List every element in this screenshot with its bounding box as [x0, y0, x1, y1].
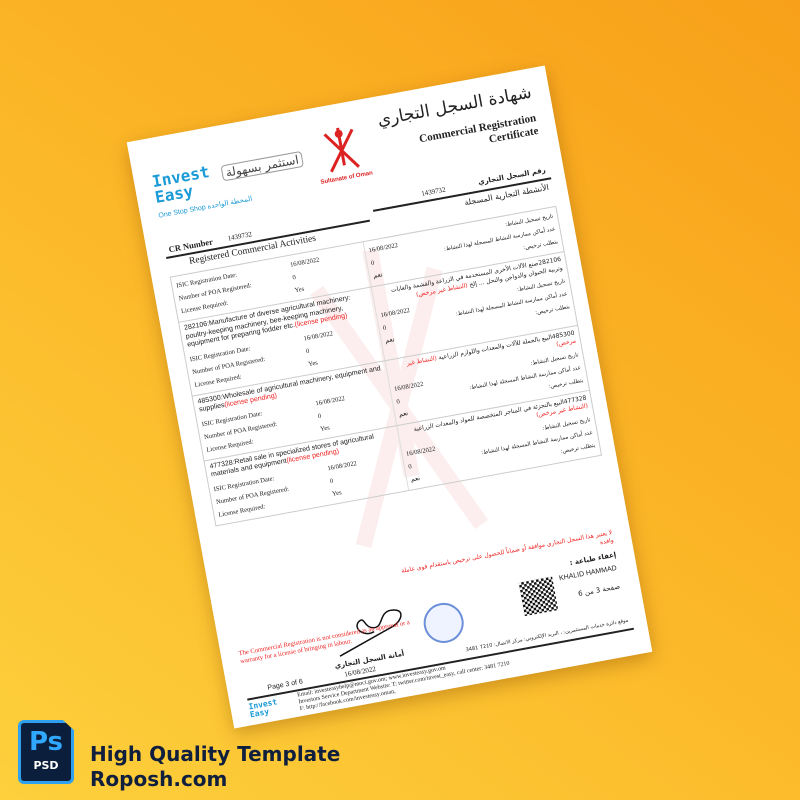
ps-icon-text: Ps [28, 727, 64, 757]
oman-emblem: Sultanate of Oman [308, 121, 377, 187]
invest-easy-logo: Invest Easy استثمر بسهولة One Stop Shop … [151, 147, 309, 233]
page-number-arabic: صفحة 3 من 6 [577, 582, 621, 599]
print-exempt-label: إعفاء طباعة : [569, 550, 617, 568]
branding: High Quality Template Roposh.com [90, 742, 340, 792]
qr-code [518, 576, 559, 617]
certificate-document: Invest Easy استثمر بسهولة One Stop Shop … [126, 65, 653, 729]
emblem-watermark [310, 248, 489, 549]
signature [339, 609, 402, 657]
logo-text: Easy [249, 706, 270, 720]
branding-site: Roposh.com [90, 767, 228, 791]
khanjar-emblem-icon [323, 127, 360, 173]
photoshop-icon: Ps PSD [18, 720, 74, 784]
signer-name: KHALID HAMMAD [558, 564, 618, 583]
footer-logo: Invest Easy [248, 697, 279, 720]
branding-tagline: High Quality Template [90, 742, 341, 766]
official-stamp [420, 599, 467, 647]
psd-label: PSD [33, 759, 59, 772]
